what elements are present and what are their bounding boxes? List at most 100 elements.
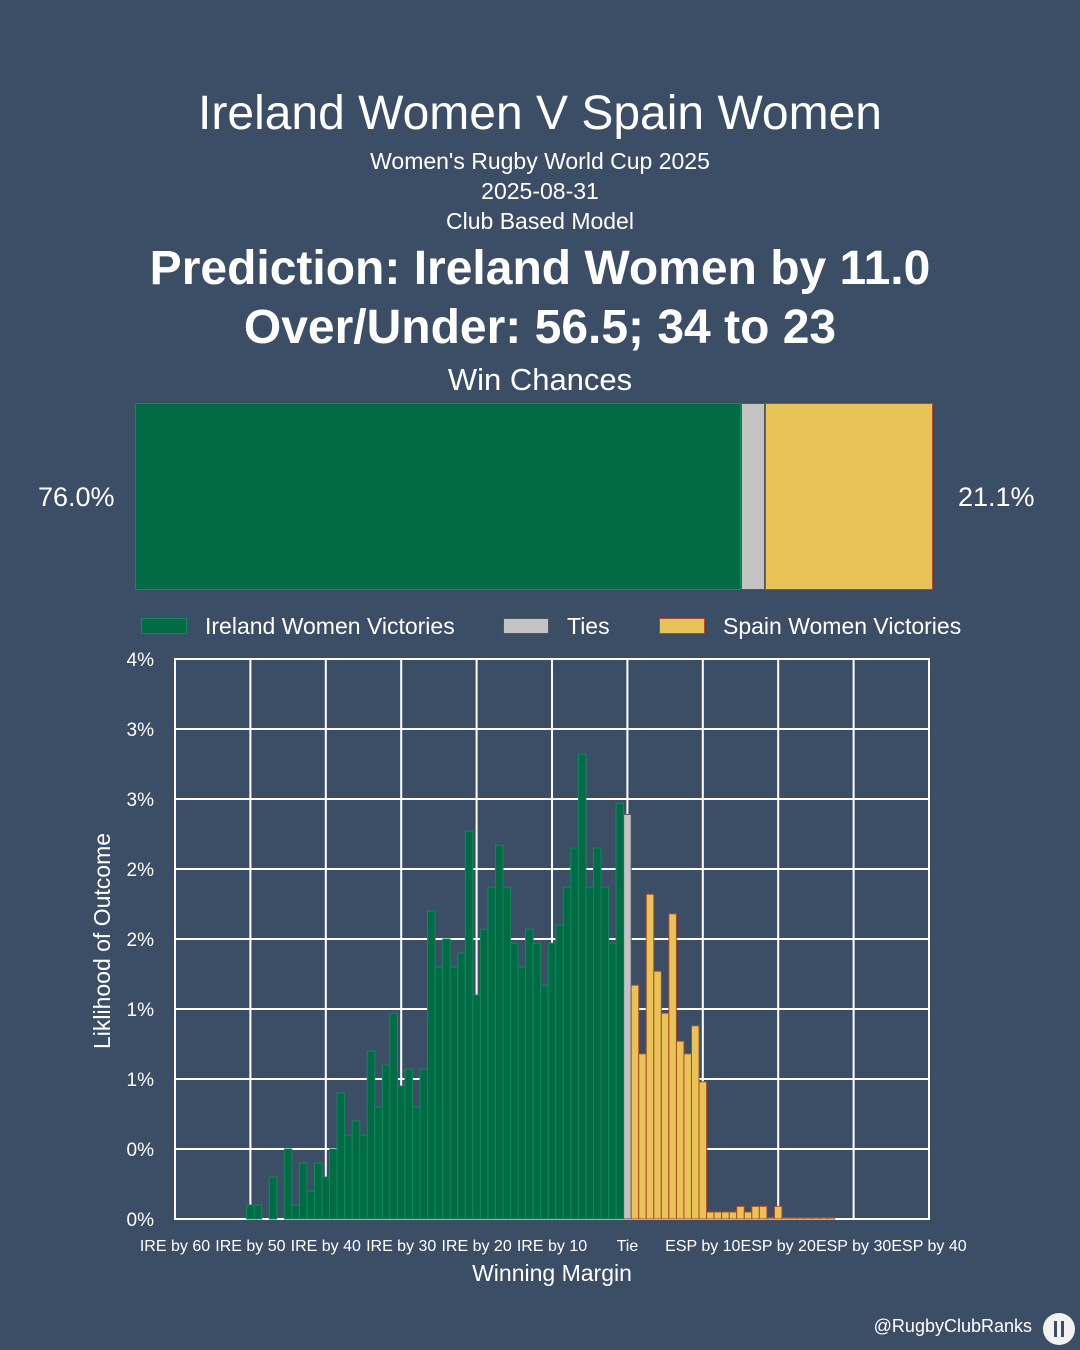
x-tick-label: IRE by 30 xyxy=(366,1238,436,1255)
legend-label-ireland: Ireland Women Victories xyxy=(205,612,455,639)
bar-ireland xyxy=(494,844,504,1220)
x-tick-label: ESP by 30 xyxy=(816,1238,891,1255)
x-tick-label: ESP by 40 xyxy=(891,1238,966,1255)
win-chances-title: Win Chances xyxy=(447,362,633,397)
bar-spain xyxy=(728,1211,738,1220)
legend-label-ties: Ties xyxy=(567,612,610,639)
bar-ireland xyxy=(570,847,579,1220)
competition-label: Women's Rugby World Cup 2025 xyxy=(370,148,710,174)
x-tick-label: Tie xyxy=(617,1238,639,1255)
over-under-headline: Over/Under: 56.5; 34 to 23 xyxy=(243,301,837,354)
bar-spain xyxy=(668,913,677,1220)
bar-spain xyxy=(796,1217,806,1220)
bar-ireland xyxy=(313,1162,323,1220)
bar-spain xyxy=(804,1217,813,1220)
bar-ireland xyxy=(592,847,602,1220)
footer-handle: @RugbyClubRanks xyxy=(873,1316,1032,1336)
bar-ireland xyxy=(253,1204,263,1220)
bar-spain xyxy=(773,1205,783,1220)
bar-ireland xyxy=(419,1068,429,1220)
y-tick-label: 1% xyxy=(127,1070,155,1091)
bar-ireland xyxy=(449,966,459,1220)
bar-spain xyxy=(789,1217,798,1220)
bar-ireland xyxy=(615,802,625,1220)
legend-item-ties: Ties xyxy=(503,611,610,641)
bar-ireland xyxy=(359,1134,368,1220)
bar-ireland xyxy=(298,1162,308,1220)
legend-swatch-ireland xyxy=(141,618,187,634)
bar-ireland xyxy=(389,1012,398,1220)
x-tick-label: IRE by 50 xyxy=(215,1238,285,1255)
ireland-win-percent: 76.0% xyxy=(38,482,115,512)
bar-ireland xyxy=(600,886,610,1220)
y-tick-label: 0% xyxy=(127,1140,155,1161)
bar-spain xyxy=(826,1217,836,1220)
y-tick-label: 4% xyxy=(127,650,155,671)
bar-ireland xyxy=(510,942,519,1220)
match-date: 2025-08-31 xyxy=(481,178,599,204)
y-tick-label: 2% xyxy=(127,930,155,951)
bar-tie xyxy=(623,813,632,1220)
bar-ireland xyxy=(427,910,436,1220)
y-tick-label: 3% xyxy=(127,790,155,811)
bar-spain xyxy=(698,1081,708,1220)
chart-axes: IRE by 60 IRE by 50 IRE by 40 IRE by 30 IRE … xyxy=(127,650,967,1255)
bar-spain xyxy=(645,893,655,1220)
bar-ireland xyxy=(479,928,489,1220)
bar-spain xyxy=(683,1053,692,1220)
bar-spain xyxy=(638,1053,647,1220)
legend-item-ireland: Ireland Women Victories xyxy=(141,611,455,641)
win-chances-bar xyxy=(135,403,933,592)
bar-spain xyxy=(690,1025,700,1220)
ireland-win-segment xyxy=(135,403,742,590)
bar-ireland xyxy=(562,886,572,1220)
bar-spain xyxy=(781,1217,791,1220)
tie-segment xyxy=(741,403,765,590)
bar-ireland xyxy=(396,1085,406,1220)
x-tick-label: ESP by 10 xyxy=(665,1238,740,1255)
x-tick-label: IRE by 40 xyxy=(291,1238,361,1255)
y-tick-label: 0% xyxy=(127,1210,155,1231)
bar-ireland xyxy=(525,928,534,1220)
x-tick-label: IRE by 10 xyxy=(517,1238,587,1255)
y-tick-label: 2% xyxy=(127,860,155,881)
bar-ireland xyxy=(502,886,512,1220)
prediction-headline: Prediction: Ireland Women by 11.0 xyxy=(149,242,931,295)
bar-spain xyxy=(630,984,640,1220)
y-tick-label: 1% xyxy=(127,1000,155,1021)
x-tick-label: IRE by 20 xyxy=(441,1238,511,1255)
chart-bars xyxy=(246,753,836,1220)
legend-swatch-ties xyxy=(503,618,549,634)
margin-distribution-chart: IRE by 60 IRE by 50 IRE by 40 IRE by 30 IRE … xyxy=(89,650,967,1286)
bar-ireland xyxy=(540,984,549,1220)
spain-win-percent: 21.1% xyxy=(958,482,1035,512)
legend-label-spain: Spain Women Victories xyxy=(723,612,962,639)
rugby-club-ranks-logo-icon xyxy=(1043,1313,1075,1345)
bar-spain xyxy=(721,1211,730,1220)
bar-ireland xyxy=(291,1204,300,1220)
bar-ireland xyxy=(585,886,594,1220)
x-tick-label: IRE by 60 xyxy=(140,1238,210,1255)
bar-ireland xyxy=(374,1106,383,1220)
bar-ireland xyxy=(464,830,474,1220)
bar-spain xyxy=(766,1217,775,1220)
model-label: Club Based Model xyxy=(446,208,634,234)
bar-spain xyxy=(706,1211,715,1220)
legend-swatch-spain xyxy=(659,618,705,634)
bar-ireland xyxy=(306,1190,315,1220)
chart-legend: Ireland Women Victories Ties Spain Women… xyxy=(0,611,1080,641)
x-axis-label: Winning Margin xyxy=(472,1260,632,1286)
bar-spain xyxy=(675,1040,685,1220)
bar-ireland xyxy=(381,1064,391,1220)
bar-ireland xyxy=(442,938,451,1220)
bar-spain xyxy=(713,1211,723,1220)
bar-spain xyxy=(819,1217,828,1220)
bar-ireland xyxy=(246,1204,255,1220)
x-tick-label: ESP by 20 xyxy=(741,1238,816,1255)
bar-ireland xyxy=(547,942,557,1220)
bar-ireland xyxy=(344,1134,353,1220)
bar-ireland xyxy=(321,1176,331,1220)
bar-spain xyxy=(811,1217,821,1220)
bar-spain xyxy=(758,1205,768,1220)
bar-ireland xyxy=(366,1050,376,1220)
